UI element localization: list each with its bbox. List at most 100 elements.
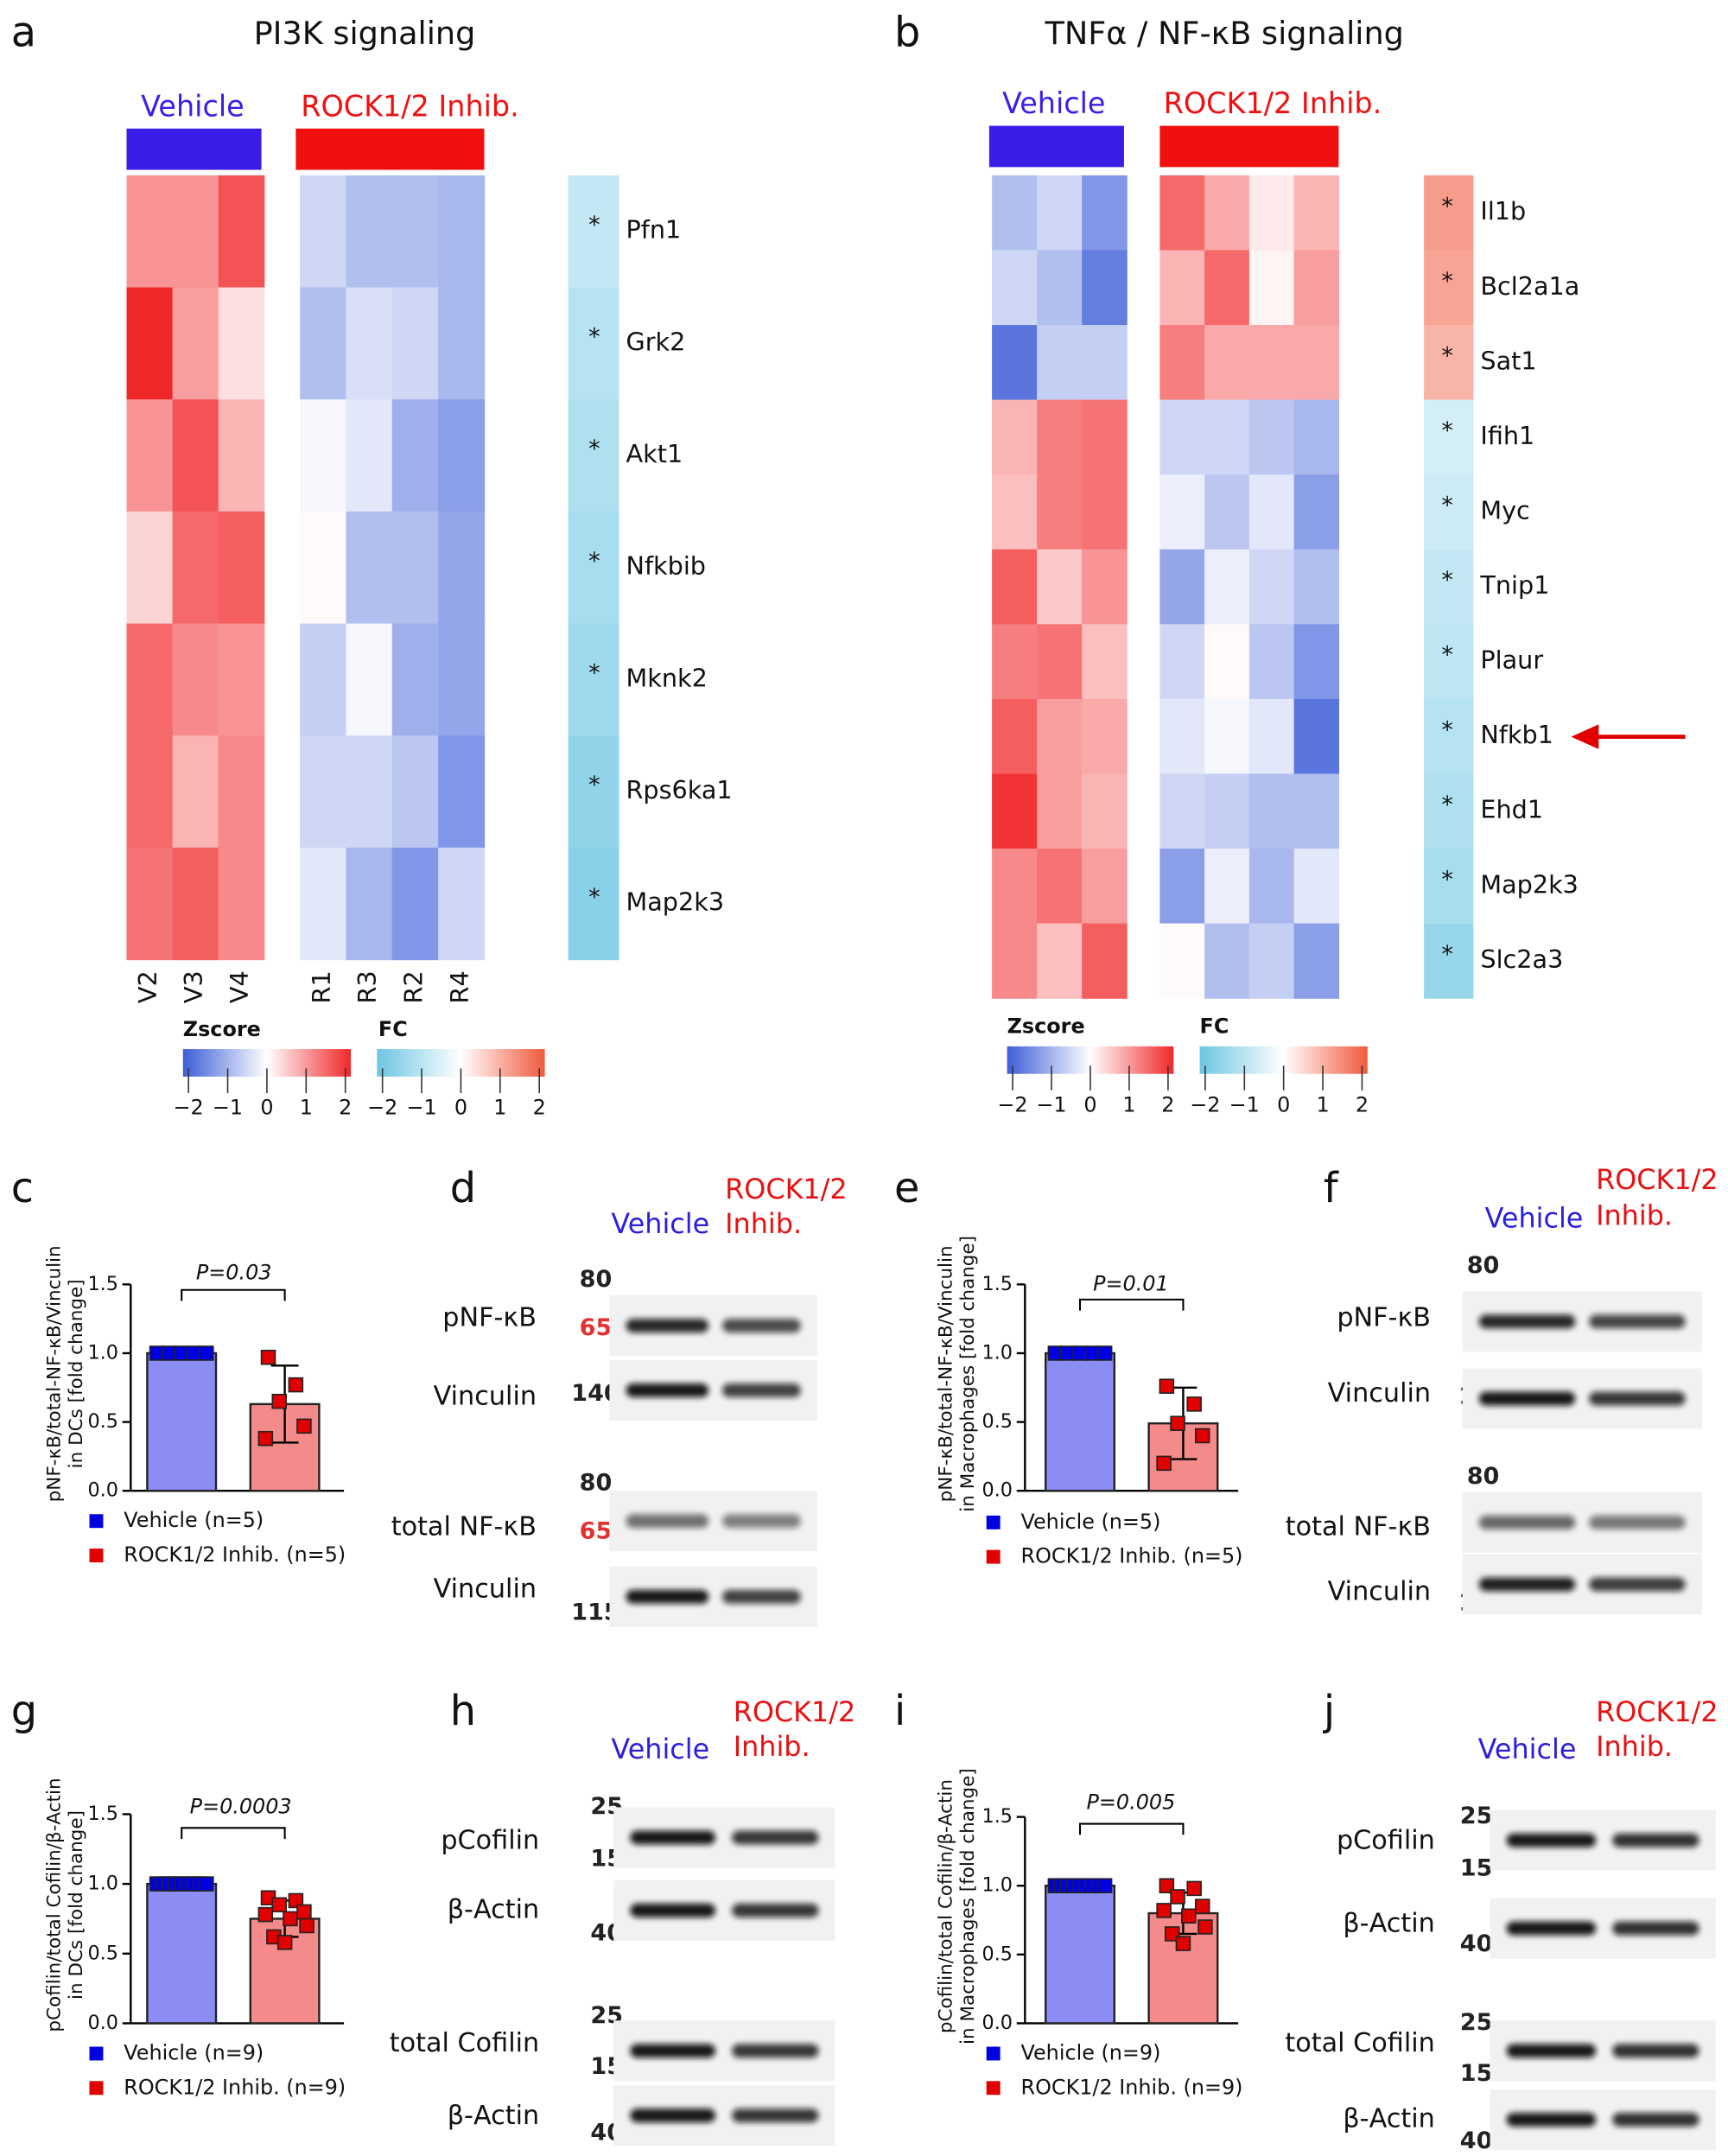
heatmap-cell bbox=[391, 399, 439, 512]
panel-letter: b bbox=[894, 9, 920, 56]
heatmap-cell bbox=[218, 847, 265, 961]
heatmap-cell bbox=[1204, 474, 1250, 550]
marker-label: 65 bbox=[580, 1517, 613, 1544]
fc-cell bbox=[1424, 624, 1474, 700]
blot-band bbox=[721, 1383, 801, 1397]
blot-band bbox=[626, 1319, 709, 1333]
chart-title: PI3K signaling bbox=[254, 15, 476, 52]
y-tick-label: 1.5 bbox=[88, 1803, 118, 1825]
colorbar-tick-label: 2 bbox=[339, 1096, 352, 1120]
heatmap-cell bbox=[1037, 773, 1083, 849]
blot-row-label: pCofilin bbox=[441, 1826, 539, 1856]
significance: * bbox=[588, 772, 600, 798]
y-axis-label: in Macrophages [fold change] bbox=[957, 1236, 979, 1512]
column-label: R2 bbox=[398, 970, 428, 1003]
legend-label: ROCK1/2 Inhib. (n=5) bbox=[1021, 1544, 1243, 1568]
heatmap-cell bbox=[1293, 474, 1339, 550]
heatmap-cell bbox=[172, 847, 219, 961]
p-value: P=0.005 bbox=[1087, 1790, 1176, 1815]
marker-label: 65 bbox=[580, 1314, 613, 1341]
heatmap-cell bbox=[1293, 624, 1339, 700]
gene-label: Mknk2 bbox=[626, 663, 708, 692]
gene-label: Map2k3 bbox=[626, 887, 725, 917]
heatmap-cell bbox=[1204, 325, 1250, 401]
heatmap-cell bbox=[300, 511, 347, 625]
heatmap-cell bbox=[1037, 923, 1083, 999]
heatmap-cell bbox=[1204, 399, 1250, 475]
colorbar-tick-label: −1 bbox=[213, 1096, 243, 1120]
p-value: P=0.0003 bbox=[190, 1794, 292, 1818]
heatmap-cell bbox=[1204, 773, 1250, 849]
colorbar-label: Zscore bbox=[183, 1017, 261, 1041]
heatmap-cell bbox=[1204, 698, 1250, 775]
heatmap-cell bbox=[992, 549, 1038, 625]
marker-label: 40 bbox=[1460, 1930, 1493, 1957]
significance: * bbox=[1441, 941, 1453, 968]
data-point bbox=[288, 1377, 304, 1393]
column-label: V2 bbox=[133, 970, 162, 1003]
significance: * bbox=[1441, 792, 1453, 818]
heatmap-cell bbox=[1248, 923, 1295, 999]
column-label: R1 bbox=[307, 970, 336, 1003]
blot-row-label: Vinculin bbox=[1328, 1577, 1431, 1607]
heatmap-cell bbox=[1248, 698, 1295, 775]
gene-label: Ehd1 bbox=[1480, 795, 1543, 824]
blot-band bbox=[721, 1514, 801, 1529]
heatmap-cell bbox=[1293, 399, 1339, 475]
colorbar-tick-label: 1 bbox=[493, 1096, 506, 1120]
heatmap-cell bbox=[1037, 474, 1083, 550]
blot-band bbox=[721, 1319, 801, 1333]
y-tick-label: 1.0 bbox=[982, 1341, 1013, 1364]
heatmap-cell bbox=[218, 287, 265, 400]
blot-band bbox=[1506, 1921, 1597, 1936]
legend-swatch bbox=[89, 2046, 104, 2061]
fc-cell bbox=[1424, 325, 1474, 401]
y-tick-label: 1.0 bbox=[88, 1873, 118, 1895]
significance: * bbox=[1441, 193, 1453, 219]
treatment-label: ROCK1/2 bbox=[1596, 1695, 1718, 1728]
blot-row-label: β-Actin bbox=[1343, 2103, 1434, 2134]
y-axis-label: in DCs [fold change] bbox=[66, 1810, 87, 2000]
marker-label: 15 bbox=[1460, 1855, 1493, 1882]
blot-band bbox=[1589, 1391, 1686, 1406]
heatmap-cell bbox=[1248, 325, 1295, 401]
fc-cell bbox=[1424, 923, 1474, 999]
blot-band bbox=[1478, 1515, 1576, 1530]
heatmap-cell bbox=[172, 511, 219, 625]
fc-cell bbox=[568, 847, 619, 961]
legend-swatch bbox=[986, 1515, 1001, 1530]
data-point bbox=[1198, 1919, 1213, 1935]
blot-band bbox=[626, 1383, 709, 1397]
heatmap-cell bbox=[391, 735, 439, 849]
significance: * bbox=[588, 548, 600, 575]
blot-row-label: Vinculin bbox=[434, 1381, 537, 1411]
heatmap-cell bbox=[1082, 474, 1128, 550]
heatmap-cell bbox=[992, 175, 1038, 251]
heatmap-cell bbox=[126, 847, 174, 961]
heatmap-cell bbox=[126, 175, 174, 289]
blot-band bbox=[1506, 2044, 1597, 2058]
blot-row-label: pNF-κB bbox=[1337, 1303, 1431, 1333]
y-tick-label: 1.5 bbox=[982, 1273, 1013, 1295]
data-point bbox=[1194, 1428, 1210, 1444]
blot-band bbox=[630, 1830, 716, 1845]
heatmap-cell bbox=[1293, 175, 1339, 251]
heatmap-cell bbox=[218, 511, 265, 625]
heatmap-cell bbox=[992, 250, 1038, 326]
heatmap-cell bbox=[1037, 399, 1083, 475]
heatmap-cell bbox=[1037, 175, 1083, 251]
blot-band bbox=[1589, 1577, 1686, 1592]
legend-label: ROCK1/2 Inhib. (n=9) bbox=[1021, 2075, 1243, 2099]
heatmap-cell bbox=[300, 623, 347, 736]
marker-label: 25 bbox=[1460, 1803, 1493, 1829]
panel-letter: d bbox=[450, 1165, 476, 1212]
fc-cell bbox=[1424, 250, 1474, 326]
data-point bbox=[1047, 1345, 1064, 1361]
data-point bbox=[1181, 1908, 1197, 1924]
heatmap-cell bbox=[1159, 698, 1205, 775]
heatmap-cell bbox=[1082, 250, 1128, 326]
y-axis-label: pNF-κB/total-NF-κB/Vinculin bbox=[936, 1245, 957, 1502]
colorbar-tick-label: −1 bbox=[1229, 1092, 1260, 1116]
heatmap-cell bbox=[346, 399, 393, 512]
